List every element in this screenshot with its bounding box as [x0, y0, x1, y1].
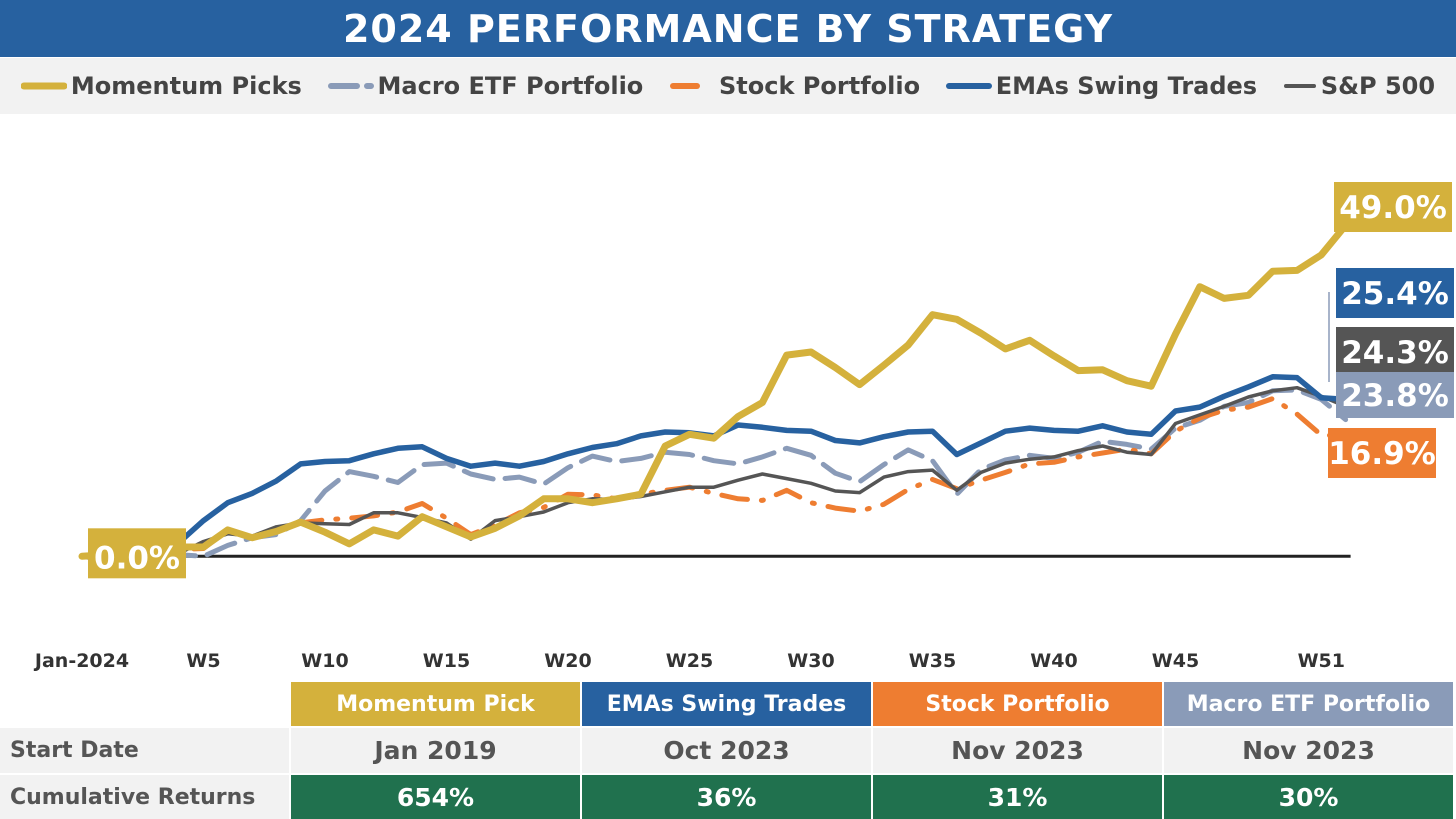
table-header-row: Momentum Pick EMAs Swing Trades Stock Po…: [0, 682, 1456, 726]
returns-cell: 654%: [291, 775, 582, 819]
legend-item: Stock Portfolio: [669, 72, 920, 100]
legend-label: Momentum Picks: [70, 72, 302, 100]
start-date-cell: Jan 2019: [291, 728, 582, 773]
header-stock: Stock Portfolio: [873, 682, 1164, 726]
legend-swatch-momentum: [20, 82, 67, 90]
legend-label: S&P 500: [1320, 72, 1436, 100]
end-label: 16.9%: [1328, 436, 1436, 472]
end-label-box: [1334, 182, 1452, 232]
header-emas: EMAs Swing Trades: [582, 682, 873, 726]
header-macro: Macro ETF Portfolio: [1164, 682, 1455, 726]
legend-swatch-macro: [327, 83, 374, 89]
start-date-cell: Oct 2023: [582, 728, 873, 773]
chart-title: 2024 PERFORMANCE BY STRATEGY: [0, 0, 1456, 57]
end-label: 49.0%: [1339, 190, 1447, 226]
x-tick-label: W45: [1152, 650, 1199, 672]
x-tick-label: W40: [1030, 650, 1077, 672]
x-tick-label: W35: [909, 650, 956, 672]
legend-item: Momentum Picks: [20, 72, 302, 100]
returns-cell: 31%: [873, 775, 1164, 819]
legend-label: EMAs Swing Trades: [995, 72, 1258, 100]
legend-swatch-emas: [945, 83, 992, 89]
legend-swatch-sp500: [1283, 84, 1316, 88]
series-line: [79, 396, 1349, 559]
returns-cell: 30%: [1164, 775, 1455, 819]
x-tick-label: W15: [423, 650, 470, 672]
header-momentum: Momentum Pick: [291, 682, 582, 726]
legend-item: Macro ETF Portfolio: [327, 72, 644, 100]
row-label-returns: Cumulative Returns: [0, 775, 291, 819]
end-label-box: [1336, 327, 1454, 377]
x-tick-label: W10: [301, 650, 348, 672]
x-tick-label: W51: [1298, 650, 1345, 672]
end-label-box: [1328, 428, 1436, 478]
end-label: 23.8%: [1341, 378, 1449, 414]
end-label-box: [1336, 268, 1454, 318]
legend-label: Stock Portfolio: [719, 72, 921, 100]
x-tick-label: Jan-2024: [33, 650, 129, 672]
end-label: 24.3%: [1341, 335, 1449, 371]
x-tick-label: W20: [544, 650, 591, 672]
legend-swatch-stock: [670, 83, 701, 89]
start-label: 0.0%: [94, 540, 180, 576]
end-label: 25.4%: [1341, 276, 1449, 312]
series-line: [78, 221, 1350, 560]
line-chart: Jan-2024 W5 W10 W15 W20 W25 W30 W35 W40 W45 W51 0.0…: [33, 182, 1454, 672]
x-tick-label: W25: [666, 650, 713, 672]
table-corner: [0, 682, 291, 726]
end-label-box: [1336, 372, 1454, 418]
row-label-start-date: Start Date: [0, 728, 291, 773]
start-date-cell: Nov 2023: [873, 728, 1164, 773]
legend: Momentum Picks Macro ETF Portfolio Stock…: [0, 58, 1456, 114]
x-tick-label: W5: [186, 650, 220, 672]
start-label-box: [88, 528, 186, 579]
table-row-start-date: Start Date Jan 2019 Oct 2023 Nov 2023 No…: [0, 728, 1456, 773]
x-tick-label: W30: [787, 650, 834, 672]
legend-item: EMAs Swing Trades: [945, 72, 1258, 100]
legend-item: S&P 500: [1283, 72, 1435, 100]
returns-cell: 36%: [582, 775, 873, 819]
strategy-table: Momentum Pick EMAs Swing Trades Stock Po…: [0, 682, 1456, 819]
legend-label: Macro ETF Portfolio: [377, 72, 644, 100]
start-date-cell: Nov 2023: [1164, 728, 1455, 773]
table-row-returns: Cumulative Returns 654% 36% 31% 30%: [0, 775, 1456, 819]
